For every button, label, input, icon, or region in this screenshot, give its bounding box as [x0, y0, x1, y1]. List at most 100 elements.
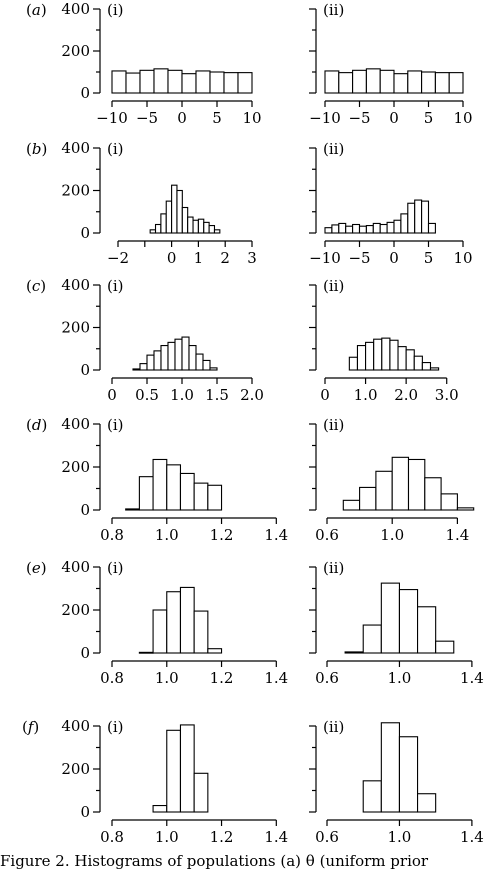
histogram-bar [440, 493, 458, 511]
panel-label: (ii) [323, 416, 344, 434]
panel-label: (i) [107, 718, 124, 736]
histogram-bar [417, 793, 437, 813]
y-tick-label: 400 [61, 276, 90, 294]
row-c: (c) 0 200 400 0 0.5 1.0 1.5 2.0 (i) 0 1.0 2.0 3.0 (ii) [26, 276, 459, 404]
y-tick-label: 400 [61, 0, 90, 18]
histogram-bar [181, 206, 189, 234]
histogram-bar [389, 339, 399, 371]
histogram-bar [358, 225, 367, 234]
histogram-bar [407, 458, 426, 511]
x-tick-label: 0.8 [100, 669, 124, 687]
histogram-bar [413, 355, 423, 371]
bars [362, 722, 437, 813]
histogram-bar [398, 736, 419, 813]
bars [125, 458, 223, 511]
histogram-bar [171, 184, 178, 234]
row-f: (f) 0 200 400 0.8 1.0 1.2 1.4 (i) 0.6 1.0 1.4 (ii) [22, 717, 484, 846]
histogram-bar [202, 359, 211, 371]
x-tick-label: 1.0 [380, 526, 404, 544]
histogram-bar [424, 477, 442, 511]
histogram-bar [207, 648, 223, 654]
histogram-bar [192, 219, 199, 234]
histogram-bar [138, 476, 154, 511]
x-tick-label: 5 [424, 249, 434, 267]
histogram-bar [345, 225, 354, 234]
histogram-bar [362, 780, 382, 813]
histogram-bar [362, 624, 382, 654]
y-tick-label: 200 [61, 601, 90, 619]
histogram-bar [380, 722, 400, 813]
histogram-bar [324, 70, 340, 94]
histogram-bar [179, 724, 195, 813]
panel-e-i: 0 200 400 0.8 1.0 1.2 1.4 (i) [61, 558, 288, 687]
histogram-bar [342, 499, 361, 511]
x-tick-label: −10 [96, 109, 128, 127]
histogram-bar [386, 221, 395, 234]
panel-label: (ii) [323, 277, 344, 295]
histogram-bar [167, 341, 176, 371]
panel-e-ii: 0.6 1.0 1.4 (ii) [309, 559, 484, 687]
histogram-bar [203, 221, 210, 234]
x-tick-label: 3.0 [435, 386, 459, 404]
histogram-bar [448, 72, 464, 94]
histogram-bar [154, 223, 162, 234]
histogram-bar [125, 508, 140, 511]
x-tick-label: 10 [453, 109, 472, 127]
row-label: (f) [22, 718, 39, 736]
histogram-bar [356, 345, 367, 371]
histogram-bar [393, 219, 402, 234]
y-tick-label: 200 [61, 319, 90, 337]
x-tick-label: 0.8 [100, 828, 124, 846]
histogram-bar [429, 367, 440, 371]
histogram-bar [324, 227, 333, 234]
histogram-bar [209, 367, 218, 371]
histogram-bar [152, 609, 168, 654]
bars [132, 336, 218, 371]
x-tick-label: 10 [242, 109, 261, 127]
bars [324, 68, 464, 94]
panel-f-i: 0 200 400 0.8 1.0 1.2 1.4 (i) [61, 717, 288, 846]
panel-f-ii: 0.6 1.0 1.4 (ii) [309, 718, 484, 846]
histogram-bar [373, 338, 383, 371]
histogram-bar [237, 72, 253, 94]
x-tick-label: −5 [348, 109, 370, 127]
x-tick-label: 0.6 [315, 828, 339, 846]
panel-label: (i) [107, 416, 124, 434]
histogram-bar [197, 218, 205, 234]
histogram-bar [179, 586, 195, 654]
x-tick-label: 5 [212, 109, 222, 127]
panel-d-i: 0 200 400 0.8 1.0 1.2 1.4 (i) [61, 415, 288, 544]
histogram-bar [174, 338, 183, 371]
histogram-bar [400, 213, 409, 234]
y-tick-label: 0 [80, 361, 90, 379]
row-e: (e) 0 200 400 0.8 1.0 1.2 1.4 (i) 0.6 1.0 1.4 (ii) [26, 558, 484, 687]
histogram-bar [179, 472, 195, 511]
histogram-bar [344, 651, 364, 654]
histogram-bar [407, 70, 423, 94]
bars [149, 184, 221, 234]
histogram-bar [176, 189, 183, 234]
panel-a-ii: −10 −5 0 5 10 (ii) [309, 1, 473, 127]
row-label: (e) [26, 559, 47, 577]
bars [111, 68, 253, 94]
histogram-bar [149, 229, 157, 234]
histogram-bar [187, 216, 194, 234]
panel-label: (i) [107, 1, 124, 19]
histogram-bar [421, 71, 436, 94]
histogram-bar [166, 591, 182, 654]
x-tick-label: 1.0 [388, 828, 412, 846]
x-tick-label: 1.0 [354, 386, 378, 404]
x-tick-label: 1.4 [264, 669, 288, 687]
histogram-bar [421, 362, 432, 371]
histogram-bar [434, 72, 450, 94]
panel-label: (ii) [323, 559, 344, 577]
histogram-bar [167, 69, 183, 94]
histogram-bar [352, 69, 367, 94]
histogram-bar [132, 368, 141, 371]
histogram-bar [223, 72, 239, 94]
y-tick-label: 200 [61, 458, 90, 476]
x-tick-label: −2 [107, 249, 129, 267]
histogram-bar [372, 222, 381, 234]
histogram-bar [160, 213, 167, 234]
